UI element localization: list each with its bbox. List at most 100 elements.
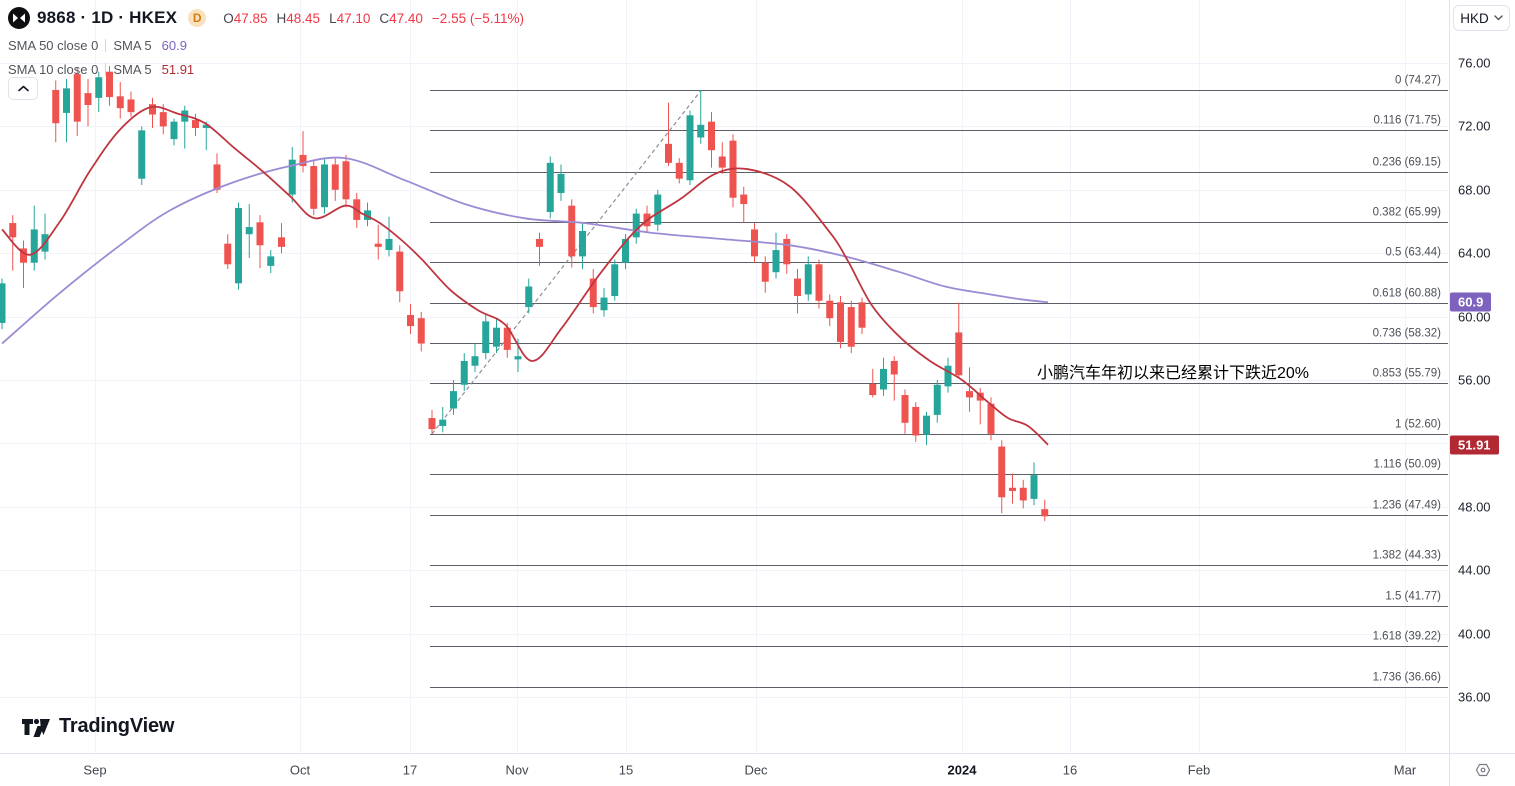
chevron-up-icon [17, 85, 29, 92]
chart-annotation-text[interactable]: 小鹏汽车年初以来已经累计下跌近20% [1037, 365, 1310, 382]
currency-label: HKD [1460, 10, 1489, 26]
candle [923, 411, 930, 445]
price-tick-label: 68.00 [1458, 182, 1491, 198]
close-value: 47.40 [389, 10, 423, 26]
candle [181, 105, 189, 149]
legend-divider [105, 62, 107, 76]
candle [525, 278, 533, 314]
candle [95, 71, 103, 113]
grid-lines [0, 0, 1449, 753]
price-axis-badge: 60.9 [1450, 292, 1492, 312]
candle [826, 294, 834, 327]
open-value: 47.85 [233, 10, 268, 26]
time-tick-label: Dec [744, 762, 768, 778]
time-tick-label: 2024 [947, 762, 977, 778]
collapse-legend-button[interactable] [8, 77, 38, 100]
candle [138, 126, 146, 186]
candle [342, 154, 350, 208]
time-axis[interactable]: Sep Oct 17 Nov 15 Dec 2024 16 Feb Mar [0, 753, 1449, 786]
axis-settings-corner[interactable] [1449, 753, 1515, 786]
candle [417, 311, 425, 352]
tradingview-logo-text: TradingView [59, 715, 175, 737]
indicator-row-sma10[interactable]: SMA 10 close 0 SMA 5 51.91 [8, 58, 524, 80]
candle [471, 343, 479, 373]
candle [708, 112, 715, 168]
candle [407, 303, 414, 335]
xpeng-logo-icon [8, 7, 30, 29]
tradingview-logo-icon [22, 718, 50, 737]
indicator-name: SMA 50 close 0 [8, 37, 99, 53]
price-tick-label: 60.00 [1458, 309, 1491, 325]
fib-level-label: 0.5 (63.44) [1385, 247, 1441, 259]
candle [321, 158, 328, 214]
candle [998, 440, 1006, 514]
candle [0, 278, 6, 330]
fib-level-label: 1.116 (50.09) [1373, 459, 1441, 471]
time-tick-label: Sep [83, 762, 107, 778]
candle [170, 118, 178, 146]
price-tick-label: 40.00 [1458, 626, 1491, 642]
candle [804, 256, 812, 301]
price-axis-badge: 51.91 [1450, 435, 1499, 455]
high-label: H [276, 10, 287, 26]
candle [837, 295, 844, 349]
fib-level-label: 1.382 (44.33) [1373, 550, 1442, 562]
candle [73, 67, 81, 136]
time-tick-label: Nov [505, 762, 529, 778]
tradingview-logo[interactable]: TradingView [21, 715, 174, 738]
open-label: O [223, 10, 234, 26]
candle [579, 223, 586, 270]
candle [751, 223, 758, 263]
candle [428, 410, 436, 434]
ohlc-values: O47.85 H48.45 L47.10 C47.40 −2.55 (−5.11… [223, 11, 524, 26]
symbol-title[interactable]: 9868 · 1D · HKEX [37, 8, 178, 27]
candle [482, 315, 490, 360]
candle [686, 110, 694, 186]
fib-level-label: 1.236 (47.49) [1373, 500, 1442, 512]
candle [665, 102, 672, 167]
candle [557, 164, 565, 201]
fib-level-label: 0.736 (58.32) [1373, 328, 1442, 340]
candle [127, 91, 135, 117]
time-tick-label: Oct [289, 762, 311, 778]
candle [718, 142, 726, 174]
delayed-data-badge[interactable]: D [188, 9, 207, 27]
candle [944, 357, 952, 393]
candle [933, 380, 941, 423]
price-axis[interactable]: HKD 76.00 72.00 68.00 64.00 60.00 56.00 48.00 4… [1449, 0, 1515, 753]
candle [503, 322, 511, 358]
candle [815, 259, 823, 309]
indicator-tag: SMA 5 [113, 37, 152, 53]
candle [106, 66, 113, 106]
candle [955, 302, 963, 379]
candle [256, 215, 264, 269]
price-tick-label: 48.00 [1458, 499, 1491, 515]
candle [761, 256, 769, 293]
fib-level-label: 1.618 (39.22) [1373, 631, 1442, 643]
candle [192, 113, 199, 136]
candle [600, 288, 608, 317]
candle [288, 147, 296, 203]
price-tick-label: 56.00 [1458, 372, 1491, 388]
candle [1030, 462, 1038, 506]
candle [1019, 479, 1027, 509]
candle [589, 269, 597, 314]
indicator-value: 51.91 [161, 61, 195, 77]
candle [901, 389, 909, 434]
candle [364, 202, 371, 227]
currency-selector[interactable]: HKD [1453, 5, 1510, 31]
candle [396, 245, 404, 303]
low-value: 47.10 [336, 10, 371, 26]
price-tick-label: 44.00 [1458, 562, 1491, 578]
indicator-row-sma50[interactable]: SMA 50 close 0 SMA 5 60.9 [8, 34, 524, 56]
candlestick-chart[interactable]: 0 (74.27) 0.116 (71.75) 0.236 (69.15) 0.382… [0, 0, 1449, 753]
price-tick-label: 76.00 [1458, 55, 1491, 71]
price-tick-label: 72.00 [1458, 118, 1491, 134]
fib-level-label: 0.382 (65.99) [1373, 207, 1442, 219]
sma-50-line [1, 156, 1049, 345]
candle [611, 259, 619, 301]
fib-level-label: 0.618 (60.88) [1373, 288, 1442, 300]
chart-legend: 9868 · 1D · HKEX D O47.85 H48.45 L47.10 … [8, 6, 524, 80]
symbol-row: 9868 · 1D · HKEX D O47.85 H48.45 L47.10 … [8, 6, 524, 30]
